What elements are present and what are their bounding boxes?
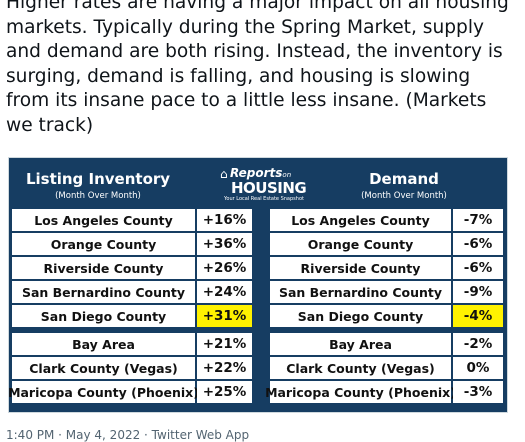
demand-title: Demand xyxy=(369,170,439,188)
inventory-market-name: Bay Area xyxy=(12,333,195,355)
inventory-market-name: San Bernardino County xyxy=(12,281,195,303)
demand-change-value: 0% xyxy=(453,357,503,379)
table-row: San Bernardino County +24% San Bernardino … xyxy=(9,281,507,305)
inventory-header: Listing Inventory (Month Over Month) xyxy=(13,158,183,206)
inventory-subtitle: (Month Over Month) xyxy=(55,191,141,201)
inventory-market-name: Riverside County xyxy=(12,257,195,279)
demand-market-name: Clark County (Vegas) xyxy=(270,357,451,379)
demand-change-value: -2% xyxy=(453,333,503,355)
tweet-text: Higher rates are having a major impact o… xyxy=(6,0,509,136)
inventory-change-value: +22% xyxy=(197,357,252,379)
demand-market-name: Riverside County xyxy=(270,257,451,279)
demand-change-value: -3% xyxy=(453,381,503,403)
table-row: Bay Area +21% Bay Area -2% xyxy=(9,333,507,357)
inventory-change-value: +24% xyxy=(197,281,252,303)
demand-market-name: San Bernardino County xyxy=(270,281,451,303)
demand-subtitle: (Month Over Month) xyxy=(361,191,447,201)
house-icon: ⌂ xyxy=(220,167,228,181)
inventory-change-value: +21% xyxy=(197,333,252,355)
inventory-change-value: +26% xyxy=(197,257,252,279)
demand-market-name: San Diego County xyxy=(270,305,451,327)
inventory-title: Listing Inventory xyxy=(25,170,171,188)
inventory-market-name: Maricopa County (Phoenix) xyxy=(8,381,199,403)
table-row: Clark County (Vegas) +22% Clark County (Ve… xyxy=(9,357,507,381)
inventory-market-name: Orange County xyxy=(12,233,195,255)
demand-market-name: Bay Area xyxy=(270,333,451,355)
demand-change-value: -6% xyxy=(453,257,503,279)
table-row: Orange County +36% Orange County -6% xyxy=(9,233,507,257)
reports-on-housing-logo: ⌂ Reportson HOUSING Your Local Real Esta… xyxy=(220,166,307,202)
demand-market-name: Maricopa County (Phoenix) xyxy=(265,381,456,403)
housing-table-image[interactable]: Listing Inventory (Month Over Month) ⌂ R… xyxy=(8,157,508,413)
demand-change-value: -9% xyxy=(453,281,503,303)
inventory-market-name: Los Angeles County xyxy=(12,209,195,231)
demand-market-name: Orange County xyxy=(270,233,451,255)
table-row: San Diego County +31% San Diego County -4% xyxy=(9,305,507,329)
table-row: Maricopa County (Phoenix) +25% Maricopa Co… xyxy=(8,381,507,405)
demand-market-name: Los Angeles County xyxy=(270,209,451,231)
inventory-change-value: +31% xyxy=(197,305,252,327)
inventory-market-name: San Diego County xyxy=(12,305,195,327)
demand-change-value: -4% xyxy=(453,305,503,327)
tweet-timestamp[interactable]: 1:40 PM · May 4, 2022 · Twitter Web App xyxy=(6,428,250,442)
inventory-change-value: +25% xyxy=(197,381,252,403)
table-row: Riverside County +26% Riverside County -6% xyxy=(9,257,507,281)
demand-change-value: -6% xyxy=(453,233,503,255)
table-row: Los Angeles County +16% Los Angeles County… xyxy=(9,209,507,233)
inventory-market-name: Clark County (Vegas) xyxy=(12,357,195,379)
demand-change-value: -7% xyxy=(453,209,503,231)
inventory-change-value: +36% xyxy=(197,233,252,255)
inventory-change-value: +16% xyxy=(197,209,252,231)
demand-header: Demand (Month Over Month) xyxy=(339,158,469,206)
